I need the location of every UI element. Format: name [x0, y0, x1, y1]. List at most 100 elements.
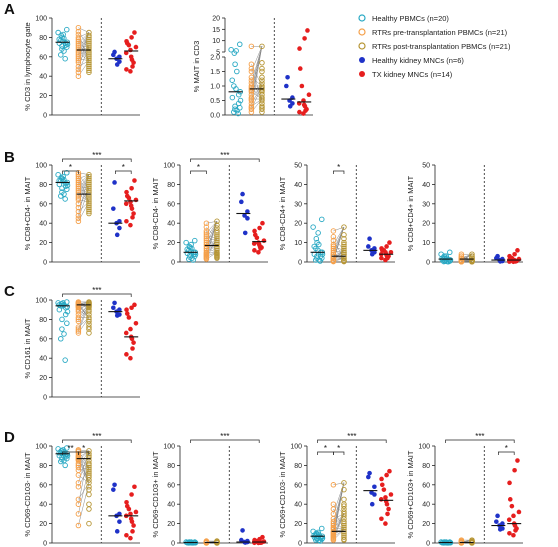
- data-point: [64, 170, 70, 176]
- y-tick-label: 100: [163, 163, 175, 170]
- data-point: [366, 474, 371, 480]
- data-point: [341, 486, 347, 493]
- data-point: [86, 305, 92, 311]
- data-point: [330, 258, 337, 265]
- data-point: [75, 496, 82, 503]
- data-point: [214, 243, 220, 250]
- data-point: [284, 83, 289, 89]
- data-point: [515, 248, 520, 253]
- data-point: [248, 68, 255, 75]
- data-point: [75, 44, 82, 50]
- y-tick-label: 60: [167, 482, 175, 489]
- y-tick-label: 40: [294, 502, 302, 509]
- y-tick-label: 5: [216, 50, 220, 57]
- y-tick-label: 60: [39, 336, 47, 343]
- data-point: [86, 38, 92, 45]
- data-point: [367, 470, 372, 476]
- data-point: [516, 509, 522, 515]
- data-point: [203, 230, 210, 236]
- y-tick-label: 20: [212, 16, 220, 23]
- data-point: [75, 38, 82, 45]
- significance-stars: ***: [347, 432, 356, 441]
- data-point: [306, 92, 312, 97]
- data-point: [469, 255, 475, 261]
- data-point: [86, 59, 92, 66]
- data-point: [229, 94, 236, 101]
- data-point: [124, 311, 130, 316]
- data-point: [75, 54, 82, 60]
- data-point: [124, 307, 129, 313]
- y-axis-label: % CD8+CD4- in MAIT: [23, 176, 32, 250]
- data-point: [56, 450, 62, 456]
- data-point: [75, 28, 82, 35]
- data-point: [214, 234, 220, 240]
- data-point: [64, 44, 70, 50]
- significance-stars: *: [337, 444, 340, 453]
- data-point: [75, 328, 82, 334]
- y-tick-label: 80: [39, 182, 47, 189]
- data-point: [75, 314, 82, 321]
- data-point: [124, 352, 129, 357]
- significance-bracket: [317, 439, 387, 443]
- data-point: [133, 197, 139, 203]
- data-point: [251, 241, 257, 246]
- data-point: [58, 52, 64, 58]
- y-tick-label: 80: [39, 317, 47, 324]
- y-tick-label: 20: [422, 521, 430, 528]
- data-point: [234, 107, 240, 114]
- data-point: [86, 46, 92, 52]
- data-point: [341, 258, 347, 265]
- data-point: [383, 257, 388, 263]
- y-tick-label: 50: [294, 163, 302, 170]
- data-point: [59, 316, 65, 323]
- panel-b4: 0 10 20 30 40 50 % CD8+CD4+ in MAIT: [406, 163, 523, 267]
- y-tick-label: 0: [426, 260, 430, 267]
- data-point: [75, 187, 82, 193]
- pair-line: [251, 98, 263, 113]
- data-point: [75, 201, 82, 207]
- data-point: [75, 330, 82, 336]
- data-point: [126, 42, 132, 48]
- y-tick-label: 100: [35, 16, 47, 23]
- data-point: [126, 315, 132, 320]
- data-point: [245, 216, 250, 221]
- data-point: [237, 104, 243, 111]
- significance-bracket: [62, 170, 79, 174]
- data-point: [75, 464, 82, 471]
- data-point: [56, 306, 63, 313]
- y-tick-label: 20: [294, 521, 302, 528]
- data-point: [330, 245, 337, 252]
- data-point: [124, 67, 129, 72]
- data-point: [341, 534, 347, 540]
- data-point: [317, 258, 323, 264]
- data-point: [86, 474, 92, 480]
- data-point: [128, 535, 133, 541]
- data-point: [86, 201, 92, 207]
- panel-letter-b: B: [4, 149, 15, 166]
- data-point: [86, 63, 92, 70]
- data-point: [86, 480, 92, 486]
- data-point: [341, 509, 347, 515]
- data-point: [86, 44, 92, 50]
- data-point: [86, 185, 92, 192]
- data-point: [132, 484, 137, 490]
- y-tick-label: 40: [167, 502, 175, 509]
- data-point: [86, 210, 92, 217]
- pair-line: [333, 482, 345, 486]
- y-axis-label: % CD69+CD103- in MAIT: [278, 451, 287, 537]
- data-point: [128, 199, 133, 205]
- data-point: [341, 480, 347, 486]
- data-point: [75, 173, 82, 180]
- legend-label: RTRs pre-transplantation PBMCs (n=21): [372, 28, 508, 37]
- data-point: [133, 44, 139, 50]
- data-point: [261, 238, 267, 243]
- y-tick-label: 40: [39, 356, 47, 363]
- data-point: [259, 77, 265, 83]
- y-tick-label: 40: [39, 74, 47, 81]
- data-point: [385, 511, 390, 517]
- data-point: [86, 308, 92, 315]
- significance-bracket: [190, 158, 260, 162]
- data-point: [86, 52, 92, 58]
- data-point: [203, 234, 210, 240]
- data-point: [86, 318, 92, 325]
